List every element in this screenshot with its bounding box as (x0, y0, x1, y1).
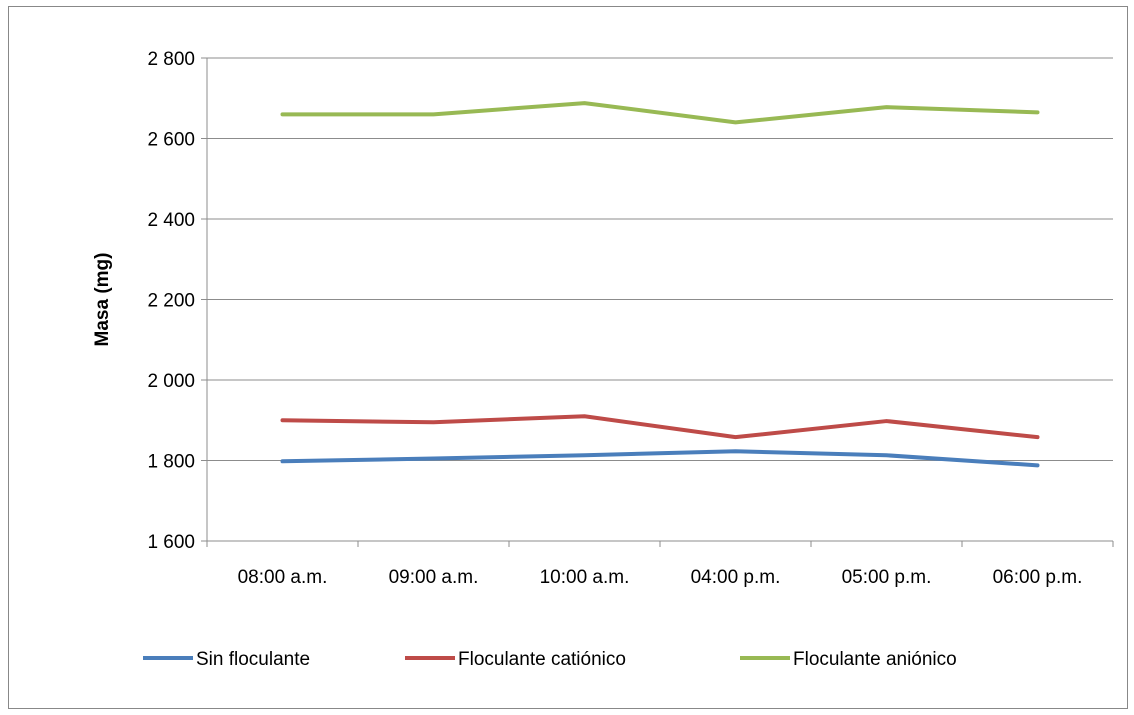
x-tick-label: 09:00 a.m. (389, 567, 479, 588)
y-tick-label: 2 200 (147, 291, 195, 312)
x-tick-label: 08:00 a.m. (238, 567, 328, 588)
axes (201, 57, 1114, 547)
y-tick-label: 2 000 (147, 371, 195, 392)
y-axis-title: Masa (mg) (92, 253, 113, 347)
series-line (280, 101, 1040, 125)
x-tick-label: 06:00 p.m. (993, 567, 1083, 588)
x-tick-label: 04:00 p.m. (691, 567, 781, 588)
y-tick-label: 2 800 (147, 49, 195, 70)
legend-label: Floculante catiónico (458, 649, 626, 670)
gridlines (207, 57, 1113, 461)
series-line (280, 414, 1040, 440)
legend: Sin floculante Floculante catiónico Flocul… (143, 649, 957, 670)
legend-label: Floculante aniónico (793, 649, 957, 670)
x-tick-label: 10:00 a.m. (540, 567, 630, 588)
y-tick-label: 2 400 (147, 210, 195, 231)
y-tick-label: 1 600 (147, 532, 195, 553)
tick-labels: 1 600 1 800 2 000 2 200 2 400 2 600 2 800 08:00… (147, 49, 1082, 588)
chart-frame (8, 6, 1128, 709)
legend-label: Sin floculante (196, 649, 310, 670)
y-tick-label: 2 600 (147, 130, 195, 151)
series-lines (280, 101, 1040, 468)
y-tick-label: 1 800 (147, 452, 195, 473)
series-line (280, 449, 1040, 468)
x-tick-label: 05:00 p.m. (842, 567, 932, 588)
